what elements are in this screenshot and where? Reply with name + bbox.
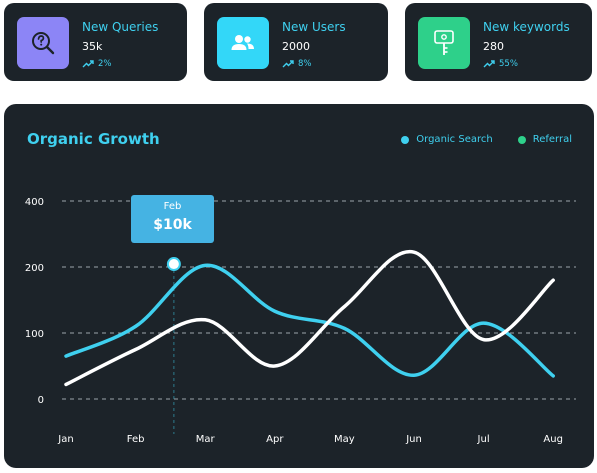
organic-growth-chart: 0 100 200 400 Jan Feb Mar Apr May Jun Jul Aug	[25, 197, 576, 445]
legend-dot-organic	[401, 135, 410, 144]
search-question-icon	[32, 32, 55, 55]
x-tick-label: Jan	[57, 434, 73, 445]
x-tick-label: Mar	[196, 434, 216, 445]
card-value: 2000	[282, 40, 310, 53]
stat-card-users[interactable]: New Users 2000 8%	[204, 3, 388, 81]
y-tick-label: 200	[25, 263, 44, 274]
card-change: 2%	[82, 59, 112, 69]
stat-card-queries[interactable]: New Queries 35k 2%	[4, 3, 187, 81]
users-icon-box	[217, 17, 269, 69]
card-title: New Users	[282, 20, 346, 34]
card-title: New Queries	[82, 20, 159, 34]
legend-label: Referral	[532, 134, 572, 145]
series-line-organic-search	[64, 263, 555, 378]
users-icon	[231, 35, 254, 50]
legend-item-referral[interactable]: Referral	[517, 134, 572, 145]
x-tick-label: Aug	[543, 434, 563, 445]
stat-card-keywords[interactable]: New keywords 280 55%	[405, 3, 592, 81]
queries-icon-box	[17, 17, 69, 69]
tooltip-value: $10k	[153, 217, 192, 233]
x-tick-label: Feb	[127, 434, 145, 445]
y-tick-label: 400	[25, 197, 44, 208]
x-tick-label: Jun	[405, 434, 422, 445]
tooltip-label: Feb	[163, 201, 182, 212]
keywords-icon-box	[418, 17, 470, 69]
legend-item-organic[interactable]: Organic Search	[401, 134, 493, 145]
chart-tooltip: Feb $10k	[131, 195, 214, 243]
y-tick-label: 100	[25, 329, 44, 340]
card-change-value: 8%	[298, 59, 312, 69]
key-icon	[434, 30, 454, 55]
card-title: New keywords	[483, 20, 570, 34]
legend-label: Organic Search	[416, 134, 493, 145]
trend-up-icon	[483, 60, 495, 68]
tooltip-marker	[166, 257, 181, 272]
trend-up-icon	[82, 60, 94, 68]
organic-growth-panel: 0 100 200 400 Jan Feb Mar Apr May Jun Jul Aug Organ…	[4, 104, 594, 468]
card-value: 280	[483, 40, 504, 53]
card-change: 8%	[282, 59, 312, 69]
trend-up-icon	[282, 60, 294, 68]
x-tick-label: Apr	[266, 434, 284, 445]
x-tick-label: May	[334, 434, 355, 445]
card-change-value: 2%	[98, 59, 112, 69]
chart-title: Organic Growth	[27, 130, 160, 148]
x-tick-label: Jul	[477, 434, 490, 445]
legend-dot-referral	[517, 135, 526, 144]
card-value: 35k	[82, 40, 103, 53]
chart-legend: Organic Search Referral	[401, 134, 572, 145]
y-tick-label: 0	[38, 395, 44, 406]
card-change: 55%	[483, 59, 518, 69]
card-change-value: 55%	[499, 59, 518, 69]
series-line-referral	[64, 250, 555, 387]
